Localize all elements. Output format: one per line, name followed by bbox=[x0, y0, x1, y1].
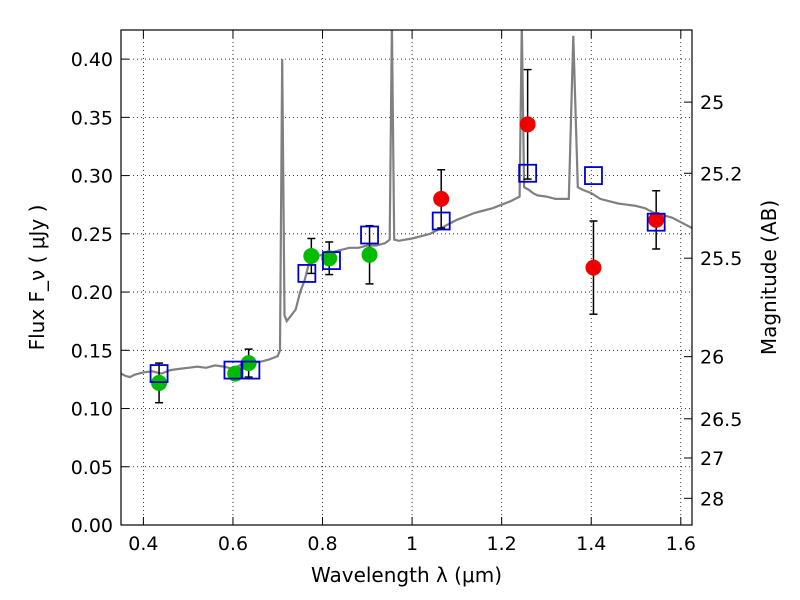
right-tick-label: 25.2 bbox=[700, 163, 742, 185]
model-photometry-box bbox=[584, 166, 603, 185]
red-data-point bbox=[519, 116, 536, 133]
y-tick-label: 0.25 bbox=[71, 224, 113, 246]
model-photometry-box bbox=[518, 163, 538, 183]
x-axis-label: Wavelength λ (μm) bbox=[311, 563, 502, 587]
x-tick-label: 1.2 bbox=[487, 533, 517, 555]
y-tick-label: 0.30 bbox=[71, 166, 113, 188]
y-tick-label: 0.10 bbox=[71, 399, 113, 421]
x-tick-label: 1 bbox=[406, 533, 418, 555]
y-tick-label: 0.35 bbox=[71, 107, 113, 129]
green-data-point bbox=[321, 250, 338, 267]
model-photometry-box bbox=[646, 212, 666, 232]
red-data-point bbox=[585, 259, 602, 276]
y-tick-label: 0.15 bbox=[71, 340, 113, 362]
right-tick-label: 28 bbox=[700, 488, 724, 510]
model-photometry-box bbox=[297, 264, 317, 283]
green-data-point bbox=[303, 247, 320, 264]
model-photometry-box bbox=[322, 251, 341, 271]
y-tick-label: 0.20 bbox=[71, 282, 113, 304]
plot-border bbox=[120, 29, 693, 526]
y-tick-label: 0.05 bbox=[71, 457, 113, 479]
x-tick-label: 1.4 bbox=[576, 533, 606, 555]
green-data-point bbox=[361, 246, 378, 263]
right-tick-label: 26.5 bbox=[700, 409, 742, 431]
axis-ticks: 0.4 0.6 0.8 1 1.2 1.4 1.6 0.00 0.05 0.10 0.15 0.20 0… bbox=[71, 30, 742, 555]
data-points bbox=[149, 68, 666, 404]
x-tick-label: 0.6 bbox=[218, 533, 248, 555]
model-spectrum bbox=[121, 30, 692, 379]
right-tick-label: 26 bbox=[700, 347, 724, 369]
x-tick-label: 0.4 bbox=[128, 533, 158, 555]
model-photometry-box bbox=[431, 211, 451, 231]
x-tick-label: 1.6 bbox=[666, 533, 696, 555]
model-photometry-box bbox=[223, 360, 243, 380]
y-tick-label: 0.40 bbox=[71, 49, 113, 71]
model-photometry-box bbox=[241, 360, 261, 380]
red-data-point bbox=[648, 211, 665, 228]
y-tick-label: 0.00 bbox=[71, 515, 113, 537]
right-axis-label: Magnitude (AB) bbox=[757, 200, 781, 355]
plot-frame bbox=[120, 29, 693, 526]
right-tick-label: 25 bbox=[700, 92, 724, 114]
red-data-point bbox=[433, 190, 450, 207]
y-axis-label: Flux F_ν ( μJy ) bbox=[25, 205, 49, 351]
green-data-point bbox=[240, 355, 257, 372]
green-data-point bbox=[227, 365, 244, 382]
model-spectrum-line bbox=[121, 30, 692, 379]
x-tick-label: 0.8 bbox=[307, 533, 337, 555]
right-tick-label: 27 bbox=[700, 448, 724, 470]
right-tick-label: 25.5 bbox=[700, 248, 742, 270]
grid-lines bbox=[121, 30, 692, 526]
model-photometry-box bbox=[149, 364, 169, 383]
model-photometry-box bbox=[360, 225, 379, 245]
